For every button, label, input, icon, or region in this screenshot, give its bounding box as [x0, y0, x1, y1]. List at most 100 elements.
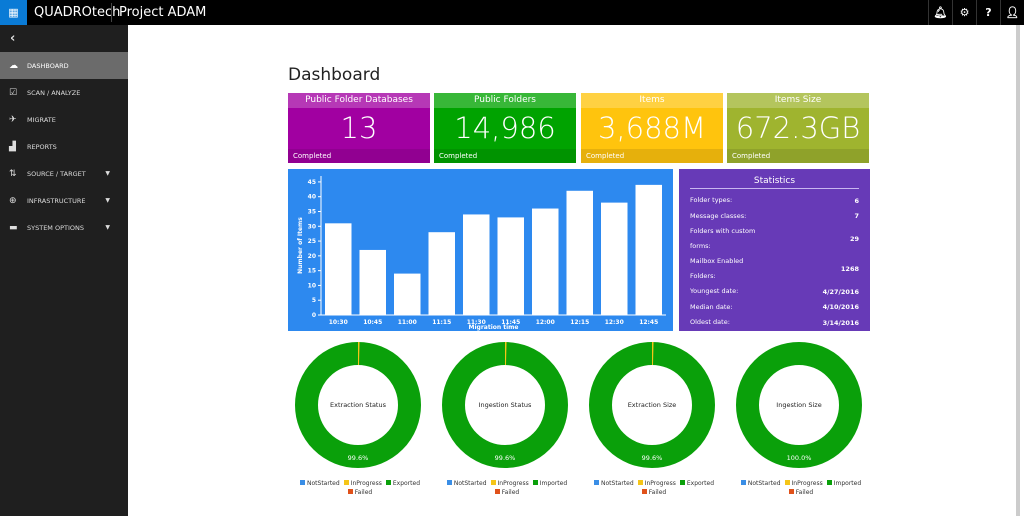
- bar-chart: 0 5 10 15 20 25 30 35 40 45 10:30 10:45 11:00 11:15 11…: [297, 176, 666, 331]
- project-title: Project ADAM: [119, 5, 207, 20]
- legend-label: InProgress: [644, 480, 676, 487]
- legend-swatch: [784, 480, 790, 485]
- legend-item[interactable]: Exported: [676, 480, 714, 487]
- card-value: 672.3GB: [735, 111, 861, 145]
- legend-item[interactable]: Imported: [823, 480, 861, 487]
- legend-swatch: [641, 489, 647, 494]
- y-tick-label: 5: [312, 297, 316, 304]
- sidebar-item-dashboard[interactable]: ☁ DASHBOARD: [0, 52, 128, 79]
- stat-label: Oldest date:: [690, 318, 730, 327]
- legend-item[interactable]: Exported: [382, 480, 420, 487]
- card-title: Items: [581, 93, 723, 108]
- card-value: 13: [340, 111, 378, 145]
- donut-title: Ingestion Size: [776, 401, 821, 409]
- stat-value: 3/14/2016: [822, 318, 859, 327]
- legend-item[interactable]: NotStarted: [296, 480, 340, 487]
- help-icon[interactable]: ?: [976, 0, 1000, 25]
- donut-title: Ingestion Status: [479, 401, 532, 409]
- legend-item[interactable]: Imported: [529, 480, 567, 487]
- page-title: Dashboard: [288, 65, 381, 85]
- stat-value: 1268: [840, 265, 859, 273]
- legend-item[interactable]: Failed: [344, 489, 372, 496]
- donut-chart: Extraction Status 99.6% NotStarted InProgre…: [288, 340, 428, 500]
- legend-swatch: [446, 480, 452, 485]
- legend-item[interactable]: InProgress: [781, 480, 823, 487]
- sidebar-item-label: SCAN / ANALYZE: [27, 88, 81, 97]
- stat-label: Message classes:: [690, 211, 747, 220]
- caret-down-icon: ▼: [105, 197, 110, 204]
- sidebar-item-system-options[interactable]: ▬ SYSTEM OPTIONS ▼: [0, 214, 128, 241]
- legend-item[interactable]: NotStarted: [443, 480, 487, 487]
- donut-slice-inprogress: [589, 342, 715, 468]
- stat-row: Oldest date: 3/14/2016: [690, 315, 859, 331]
- card-status: Completed: [434, 149, 576, 163]
- legend-swatch: [300, 480, 305, 485]
- arrows-icon: ⇅: [9, 168, 17, 179]
- globe-icon: ⊕: [9, 195, 17, 206]
- legend-item[interactable]: NotStarted: [590, 480, 634, 487]
- card-title: Public Folders: [434, 93, 576, 108]
- x-tick-label: 10:45: [363, 319, 382, 326]
- reports-icon: ▟: [9, 141, 16, 152]
- sidebar-item-source-target[interactable]: ⇅ SOURCE / TARGET ▼: [0, 160, 128, 187]
- x-tick-label: 12:00: [536, 319, 555, 326]
- card-value: 3,688M: [597, 111, 707, 145]
- legend-label: NotStarted: [747, 480, 781, 487]
- y-tick-label: 30: [308, 223, 316, 230]
- bar: [566, 190, 593, 315]
- bar: [463, 214, 490, 315]
- sidebar-item-migrate[interactable]: ✈ MIGRATE: [0, 106, 128, 133]
- stat-card[interactable]: Public Folders 14,986 Completed: [434, 93, 576, 163]
- legend-label: Failed: [795, 489, 814, 496]
- sidebar-item-scan-analyze[interactable]: ☑ SCAN / ANALYZE: [0, 79, 128, 106]
- card-status: Completed: [727, 149, 869, 163]
- legend-label: Imported: [833, 480, 862, 487]
- legend-swatch: [490, 480, 496, 485]
- collapse-sidebar-button[interactable]: ‹: [0, 25, 128, 52]
- legend-item[interactable]: Failed: [638, 489, 666, 496]
- app-launcher-button[interactable]: ▦: [0, 0, 27, 25]
- donut-title: Extraction Size: [628, 401, 677, 409]
- sidebar-item-infrastructure[interactable]: ⊕ INFRASTRUCTURE ▼: [0, 187, 128, 214]
- legend-item[interactable]: NotStarted: [737, 480, 781, 487]
- legend-item[interactable]: Failed: [491, 489, 519, 496]
- legend-item[interactable]: InProgress: [340, 480, 382, 487]
- gear-icon[interactable]: ⚙: [952, 0, 976, 25]
- legend-item[interactable]: Failed: [785, 489, 813, 496]
- x-tick-label: 11:45: [501, 319, 520, 326]
- divider: [111, 3, 112, 22]
- stat-label: Folders with custom forms:: [690, 227, 756, 250]
- y-tick-label: 25: [308, 238, 316, 245]
- bell-icon[interactable]: 🔔︎: [928, 0, 952, 25]
- legend-swatch: [532, 480, 538, 485]
- stat-row: Median date: 4/10/2016: [690, 300, 859, 316]
- stat-card[interactable]: Public Folder Databases 13 Completed: [288, 93, 430, 163]
- legend-item[interactable]: InProgress: [634, 480, 676, 487]
- sidebar-item-label: DASHBOARD: [27, 61, 69, 70]
- sidebar-item-reports[interactable]: ▟ REPORTS: [0, 133, 128, 160]
- plane-icon: ✈: [9, 114, 17, 125]
- legend-item[interactable]: InProgress: [487, 480, 529, 487]
- donut-chart: Ingestion Status 99.6% NotStarted InProgres…: [435, 340, 575, 500]
- grid-icon: ▦: [8, 6, 19, 19]
- donut-legend: NotStarted InProgress Exported Failed: [582, 479, 722, 497]
- user-icon[interactable]: 👤︎: [1000, 0, 1024, 25]
- legend-label: InProgress: [350, 480, 382, 487]
- legend-swatch: [343, 480, 349, 485]
- stat-label: Youngest date:: [690, 287, 739, 296]
- y-tick-label: 40: [308, 194, 316, 201]
- bar: [635, 184, 662, 315]
- y-tick-label: 20: [308, 253, 316, 260]
- stat-card[interactable]: Items Size 672.3GB Completed: [727, 93, 869, 163]
- y-tick-label: 0: [312, 312, 316, 319]
- donut-slice-done: [736, 342, 862, 468]
- stat-value: 4/10/2016: [822, 303, 859, 312]
- stat-label: Folder types:: [690, 196, 733, 205]
- bar: [325, 223, 352, 315]
- legend-label: Exported: [392, 480, 420, 487]
- bar: [428, 232, 455, 315]
- sidebar-item-label: MIGRATE: [27, 115, 56, 124]
- stat-card[interactable]: Items 3,688M Completed: [581, 93, 723, 163]
- donut-slice-inprogress: [442, 342, 568, 468]
- x-tick-label: 11:00: [398, 319, 417, 326]
